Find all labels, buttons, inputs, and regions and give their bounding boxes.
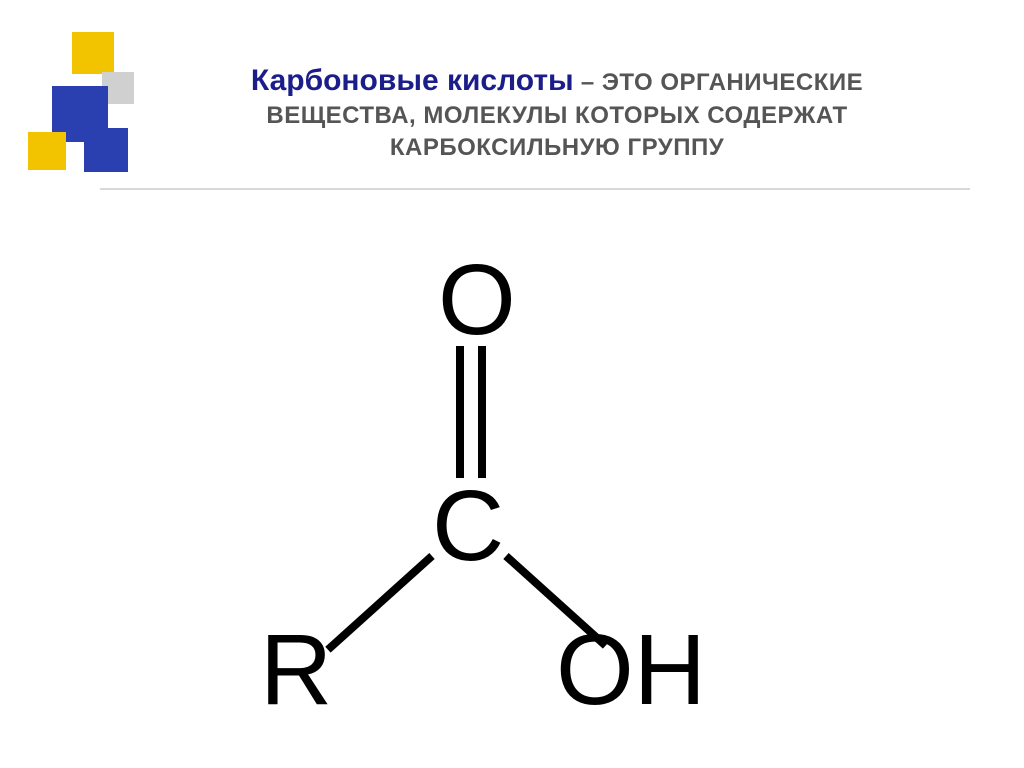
subtitle-line1: ЭТО ОРГАНИЧЕСКИЕ — [602, 69, 863, 96]
title-block: Карбоновые кислоты – ЭТО ОРГАНИЧЕСКИЕ ВЕ… — [150, 64, 964, 162]
atom-r: R — [260, 620, 332, 720]
molecule-diagram: O C R OH — [200, 250, 720, 720]
bond-c-r — [325, 553, 434, 653]
bond-c-o-1 — [456, 346, 464, 478]
atom-oh: OH — [556, 620, 706, 720]
atom-o-top: O — [438, 250, 516, 350]
subtitle-line2: ВЕЩЕСТВА, МОЛЕКУЛЫ КОТОРЫХ СОДЕРЖАТ — [150, 102, 964, 130]
corner-decoration — [28, 32, 148, 182]
horizontal-rule — [100, 188, 970, 190]
bond-c-o-2 — [478, 346, 486, 478]
subtitle-line3: КАРБОКСИЛЬНУЮ ГРУППУ — [150, 134, 964, 162]
title-row1: Карбоновые кислоты – ЭТО ОРГАНИЧЕСКИЕ — [150, 64, 964, 98]
atom-c: C — [432, 476, 504, 576]
title-main: Карбоновые кислоты — [251, 64, 574, 97]
slide: Карбоновые кислоты – ЭТО ОРГАНИЧЕСКИЕ ВЕ… — [0, 0, 1024, 768]
title-separator: – — [574, 69, 602, 96]
deco-squares-icon — [28, 32, 148, 182]
